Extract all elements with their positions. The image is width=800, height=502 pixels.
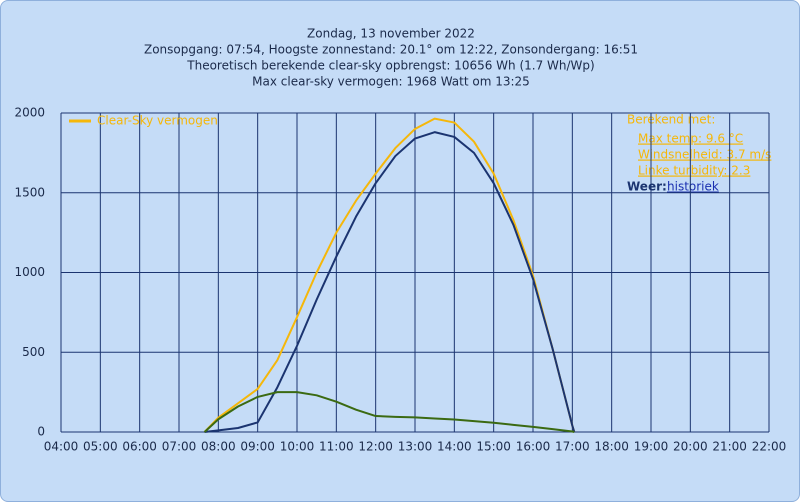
x-tick-label: 21:00 — [712, 440, 747, 454]
x-tick-label: 18:00 — [594, 440, 629, 454]
x-tick-label: 15:00 — [476, 440, 511, 454]
x-tick-label: 08:00 — [201, 440, 236, 454]
x-tick-label: 11:00 — [319, 440, 354, 454]
info-heading: Berekend met: — [627, 113, 715, 127]
series-line — [204, 131, 576, 433]
y-tick-label: 500 — [22, 345, 45, 359]
series-line — [203, 391, 575, 433]
x-tick-label: 22:00 — [752, 440, 787, 454]
series-line — [203, 117, 576, 433]
x-tick-label: 07:00 — [162, 440, 197, 454]
y-tick-label: 0 — [37, 425, 45, 439]
x-tick-label: 05:00 — [83, 440, 118, 454]
x-tick-label: 12:00 — [358, 440, 393, 454]
x-tick-label: 14:00 — [437, 440, 472, 454]
x-tick-label: 19:00 — [634, 440, 669, 454]
legend-label: Clear-Sky vermogen — [97, 114, 218, 128]
chart-subtitle: Zonsopgang: 07:54, Hoogste zonnestand: 2… — [144, 43, 638, 57]
chart-title: Zondag, 13 november 2022 — [307, 27, 475, 41]
x-tick-label: 13:00 — [398, 440, 433, 454]
info-link[interactable]: Linke turbidity: 2.3 — [638, 164, 750, 178]
x-tick-label: 16:00 — [516, 440, 551, 454]
x-tick-label: 10:00 — [280, 440, 315, 454]
y-tick-label: 1000 — [14, 265, 45, 279]
x-tick-label: 20:00 — [673, 440, 708, 454]
chart-subtitle: Max clear-sky vermogen: 1968 Watt om 13:… — [252, 75, 530, 89]
x-tick-label: 04:00 — [44, 440, 79, 454]
x-tick-label: 17:00 — [555, 440, 590, 454]
chart-subtitle: Theoretisch berekende clear-sky opbrengs… — [186, 59, 594, 73]
info-link[interactable]: Windsnelheid: 3.7 m/s — [638, 148, 771, 162]
y-tick-label: 1500 — [14, 185, 45, 199]
y-tick-label: 2000 — [14, 106, 45, 120]
x-tick-label: 09:00 — [240, 440, 275, 454]
weather-link[interactable]: historiek — [667, 180, 719, 194]
x-tick-label: 06:00 — [122, 440, 157, 454]
weather-label: Weer: — [627, 180, 667, 194]
